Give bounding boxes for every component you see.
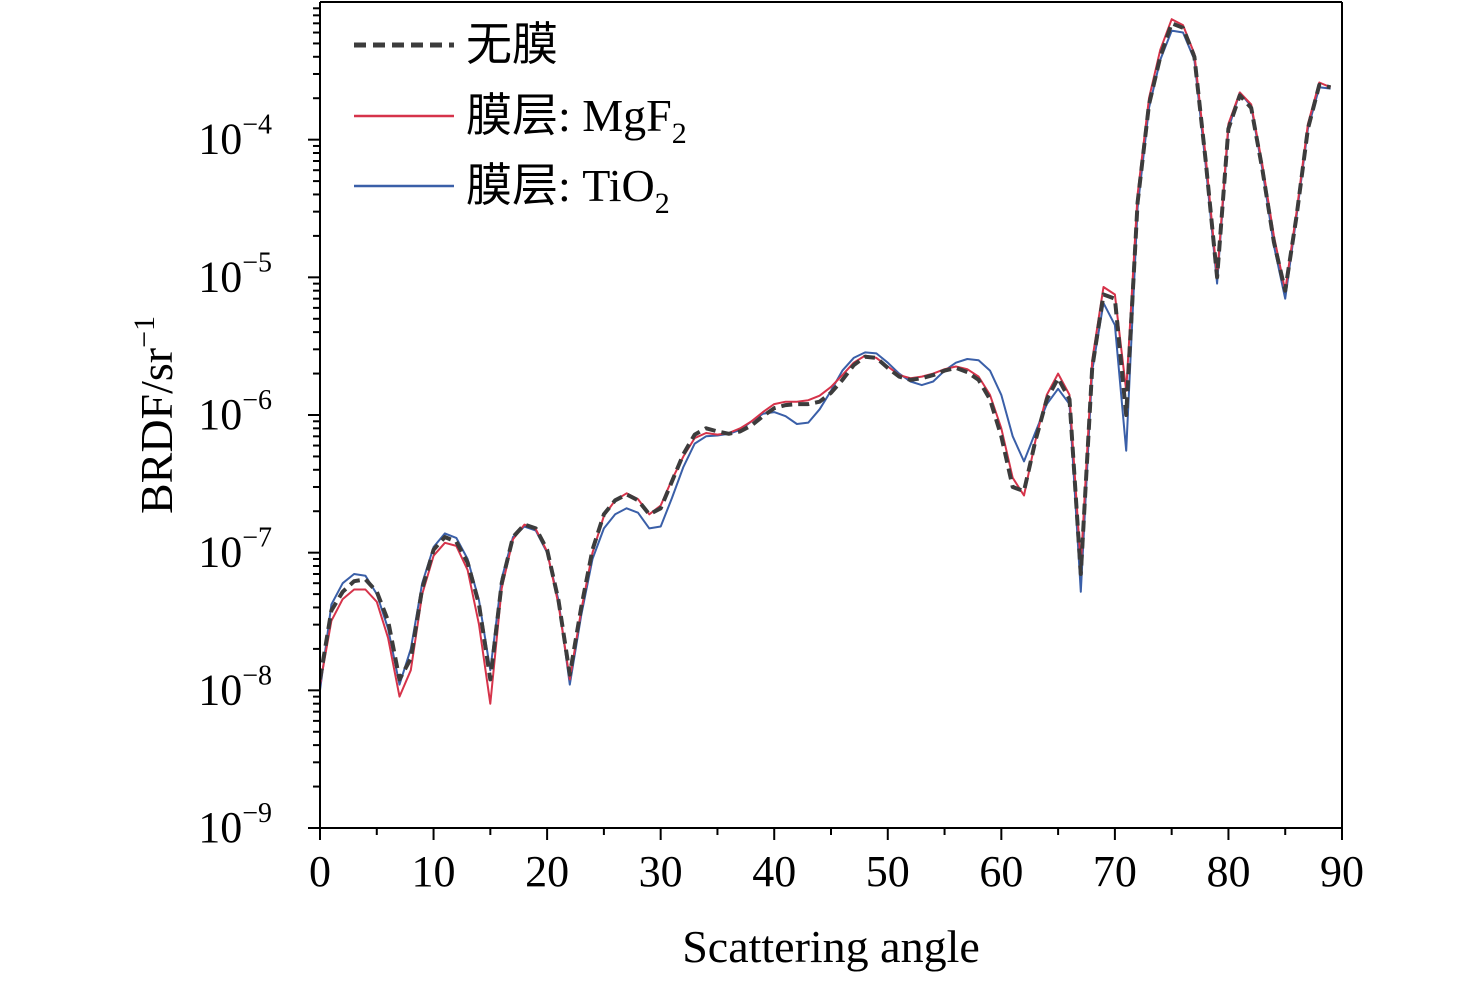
y-tick-exp-0: −9 xyxy=(242,798,272,829)
y-tick-exp-4: −5 xyxy=(242,247,272,278)
x-tick-label-5: 50 xyxy=(866,847,910,896)
x-axis-title: Scattering angle xyxy=(682,921,980,972)
series-line-1 xyxy=(320,18,1331,705)
x-tick-label-8: 80 xyxy=(1206,847,1250,896)
y-tick-base-3: 10 xyxy=(198,390,242,439)
y-tick-label-2: 10−7 xyxy=(198,523,272,577)
series-line-0 xyxy=(320,21,1332,682)
plot-area xyxy=(320,18,1332,705)
legend-name-1: 膜层: MgF xyxy=(466,90,672,141)
x-tick-label-2: 20 xyxy=(525,847,569,896)
legend-label-0: 无膜 xyxy=(466,19,558,70)
y-tick-label-4: 10−5 xyxy=(198,247,272,301)
y-axis-title-sup: −1 xyxy=(128,316,161,348)
legend-name-0: 无膜 xyxy=(466,19,558,70)
legend-sub-2: 2 xyxy=(655,187,670,220)
x-tick-label-4: 40 xyxy=(752,847,796,896)
series-group xyxy=(320,18,1332,705)
y-tick-exp-2: −7 xyxy=(242,523,272,554)
y-tick-label-1: 10−8 xyxy=(198,660,272,714)
x-tick-label-7: 70 xyxy=(1093,847,1137,896)
legend-name-2: 膜层: TiO xyxy=(466,160,655,211)
y-axis-title: BRDF/sr−1 xyxy=(128,316,182,514)
y-tick-exp-1: −8 xyxy=(242,660,272,691)
y-tick-exp-3: −6 xyxy=(242,385,272,416)
y-tick-base-1: 10 xyxy=(198,665,242,714)
x-tick-label-1: 10 xyxy=(412,847,456,896)
y-tick-label-3: 10−6 xyxy=(198,385,272,439)
y-axis-title-base: BRDF/sr xyxy=(131,348,182,514)
y-tick-label-0: 10−9 xyxy=(198,798,272,852)
x-tick-label-0: 0 xyxy=(309,847,331,896)
legend-label-1: 膜层: MgF2 xyxy=(466,90,687,150)
x-tick-label-3: 30 xyxy=(639,847,683,896)
y-tick-exp-5: −4 xyxy=(242,110,272,141)
axes: 0 10 20 30 40 50 60 70 80 9010−910−810−710−610−51… xyxy=(128,1,1364,972)
y-tick-base-4: 10 xyxy=(198,252,242,301)
y-tick-base-2: 10 xyxy=(198,528,242,577)
y-tick-base-0: 10 xyxy=(198,803,242,852)
legend-sub-1: 2 xyxy=(672,117,687,150)
y-tick-base-5: 10 xyxy=(198,115,242,164)
x-tick-label-9: 90 xyxy=(1320,847,1364,896)
legend-label-2: 膜层: TiO2 xyxy=(466,160,670,220)
x-tick-label-6: 60 xyxy=(979,847,1023,896)
y-tick-label-5: 10−4 xyxy=(198,110,272,164)
